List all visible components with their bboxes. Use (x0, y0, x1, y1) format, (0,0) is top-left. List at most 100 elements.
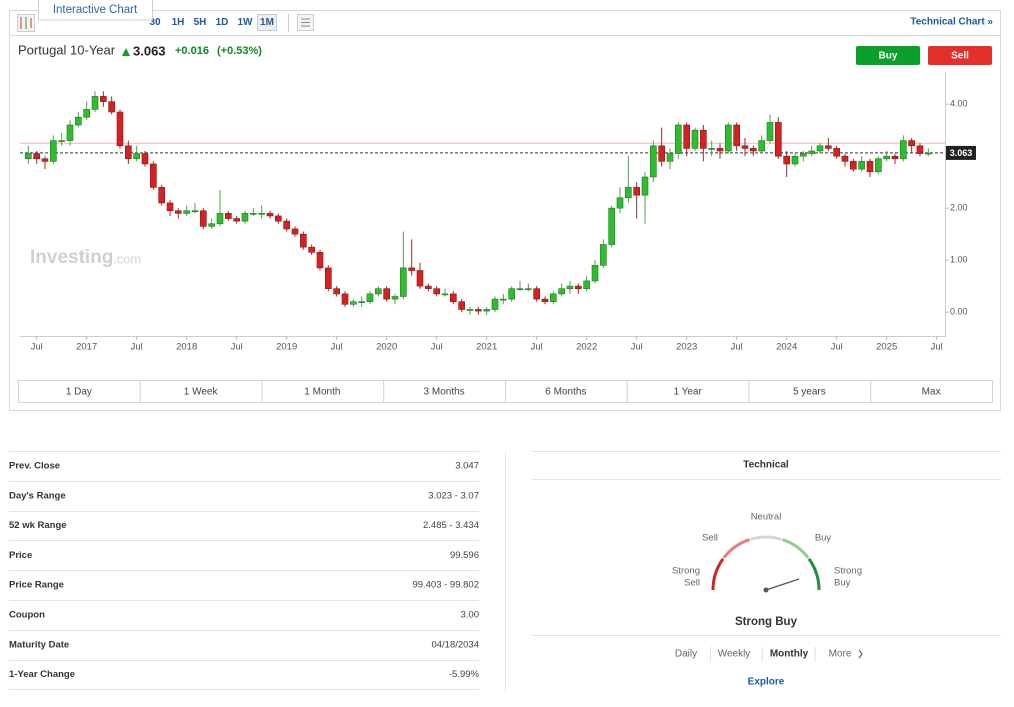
stat-label: Coupon (9, 610, 45, 621)
stat-value: 99.596 (450, 550, 479, 561)
chart-type-icon (20, 17, 32, 29)
candle-body (766, 122, 774, 141)
technical-chart-link[interactable]: Technical Chart » (910, 17, 993, 28)
candle-body (675, 124, 682, 154)
candle-body (541, 298, 549, 303)
candle-body (400, 267, 407, 297)
watermark: Investing (30, 247, 113, 268)
candle-body (616, 197, 624, 209)
timeframe-tab[interactable]: Monthly (770, 649, 809, 660)
watermark-suffix: .com (113, 251, 141, 266)
technical-title: Technical (743, 460, 789, 471)
candle-body (825, 145, 832, 149)
range-tab-label[interactable]: 1 Day (66, 387, 92, 398)
interval-button[interactable]: 5H (194, 17, 207, 28)
stats-table: Prev. Close 3.047 Day's Range 3.023 - 3.07 5… (9, 451, 480, 690)
candle-body (816, 145, 824, 152)
candle-body (158, 187, 165, 204)
interval-button[interactable]: 30 (149, 17, 161, 28)
candle-body (150, 163, 157, 188)
x-tick-label: 2017 (76, 342, 97, 353)
candle-body (283, 220, 290, 230)
x-tick-label: Jul (331, 342, 343, 353)
candle-body (100, 96, 107, 102)
candle-body (141, 153, 149, 165)
candle-body (416, 270, 424, 287)
range-tab-label[interactable]: 1 Month (304, 387, 340, 398)
candle-body (850, 161, 857, 170)
up-arrow (122, 48, 130, 56)
gauge (711, 535, 821, 591)
explore-link[interactable]: Explore (748, 677, 785, 688)
x-tick-label: Jul (731, 342, 743, 353)
candle-body (625, 187, 632, 199)
last-price-box (946, 145, 976, 160)
timeframe-tabs: Daily Weekly Monthly More (675, 647, 863, 661)
candle-body (66, 124, 74, 141)
gauge-strong-buy (807, 557, 821, 591)
candle-body (641, 176, 649, 196)
x-tick-label: 2022 (576, 342, 597, 353)
x-tick-label: Jul (631, 342, 643, 353)
plot: 4.00 2.00 1.00 0.00 Jul 2017 Jul 2018 Jul 2019 Jul… (20, 91, 976, 353)
gauge-label: Strong (834, 566, 862, 577)
timeframe-tab[interactable]: More (829, 649, 852, 660)
timeframe-tab[interactable]: Weekly (718, 649, 751, 660)
candle-body (458, 301, 465, 310)
candle-body (608, 207, 615, 245)
range-tab-label[interactable]: 6 Months (545, 387, 586, 398)
technical-summary: Strong Buy (735, 616, 798, 628)
range-tab[interactable] (870, 380, 993, 403)
interval-button[interactable]: 1W (238, 17, 254, 28)
x-tick-label: Jul (31, 342, 43, 353)
x-tick-label: Jul (431, 342, 443, 353)
sell-button[interactable] (928, 46, 992, 65)
candle-body (83, 109, 90, 118)
range-tab-label[interactable]: 3 Months (424, 387, 465, 398)
candle-body (558, 288, 565, 295)
candle-body (108, 101, 115, 113)
y-tick-label: 2.00 (950, 203, 968, 213)
timeframe-tab[interactable]: Daily (675, 649, 697, 660)
candle-body (783, 155, 790, 165)
range-tab-label[interactable]: 5 years (793, 387, 826, 398)
candle-body (408, 267, 415, 271)
gauge-pivot (763, 587, 769, 593)
candle-body (316, 252, 324, 269)
candle-body (425, 285, 432, 290)
interval-active[interactable] (257, 14, 277, 31)
candle-body (916, 145, 924, 154)
candle-body (733, 124, 740, 147)
candle-body (258, 213, 265, 215)
range-tab-label[interactable]: 1 Week (184, 387, 219, 398)
range-tab-label[interactable]: Max (922, 387, 941, 398)
candle-body (250, 213, 257, 215)
x-tick-label: Jul (931, 342, 943, 353)
x-tick-label: 2021 (476, 342, 497, 353)
more-chevron (858, 649, 863, 659)
buy-button[interactable] (856, 46, 920, 65)
candle-body (508, 288, 515, 300)
candle-body (466, 309, 474, 311)
candle-body (325, 267, 332, 290)
candle-body (25, 153, 32, 160)
candle-body (791, 155, 799, 165)
candle-body (391, 296, 399, 300)
x-tick-label: Jul (831, 342, 843, 353)
interval-button[interactable]: 1H (172, 17, 185, 28)
candle-body (691, 129, 699, 149)
candle-body (650, 145, 657, 178)
interval-button[interactable]: 1D (216, 17, 229, 28)
candle-body (633, 187, 640, 196)
buy-label[interactable]: Buy (879, 51, 898, 62)
candle-body (516, 288, 524, 291)
range-tab-label[interactable]: 1 Year (673, 387, 702, 398)
gauge-label: Neutral (751, 512, 782, 523)
chart-panel (9, 10, 1001, 411)
sell-label[interactable]: Sell (951, 51, 969, 62)
candle-body (266, 213, 274, 217)
interval-button[interactable]: 1M (260, 17, 274, 28)
candle-body (75, 116, 82, 126)
stat-label: 1-Year Change (9, 669, 75, 680)
